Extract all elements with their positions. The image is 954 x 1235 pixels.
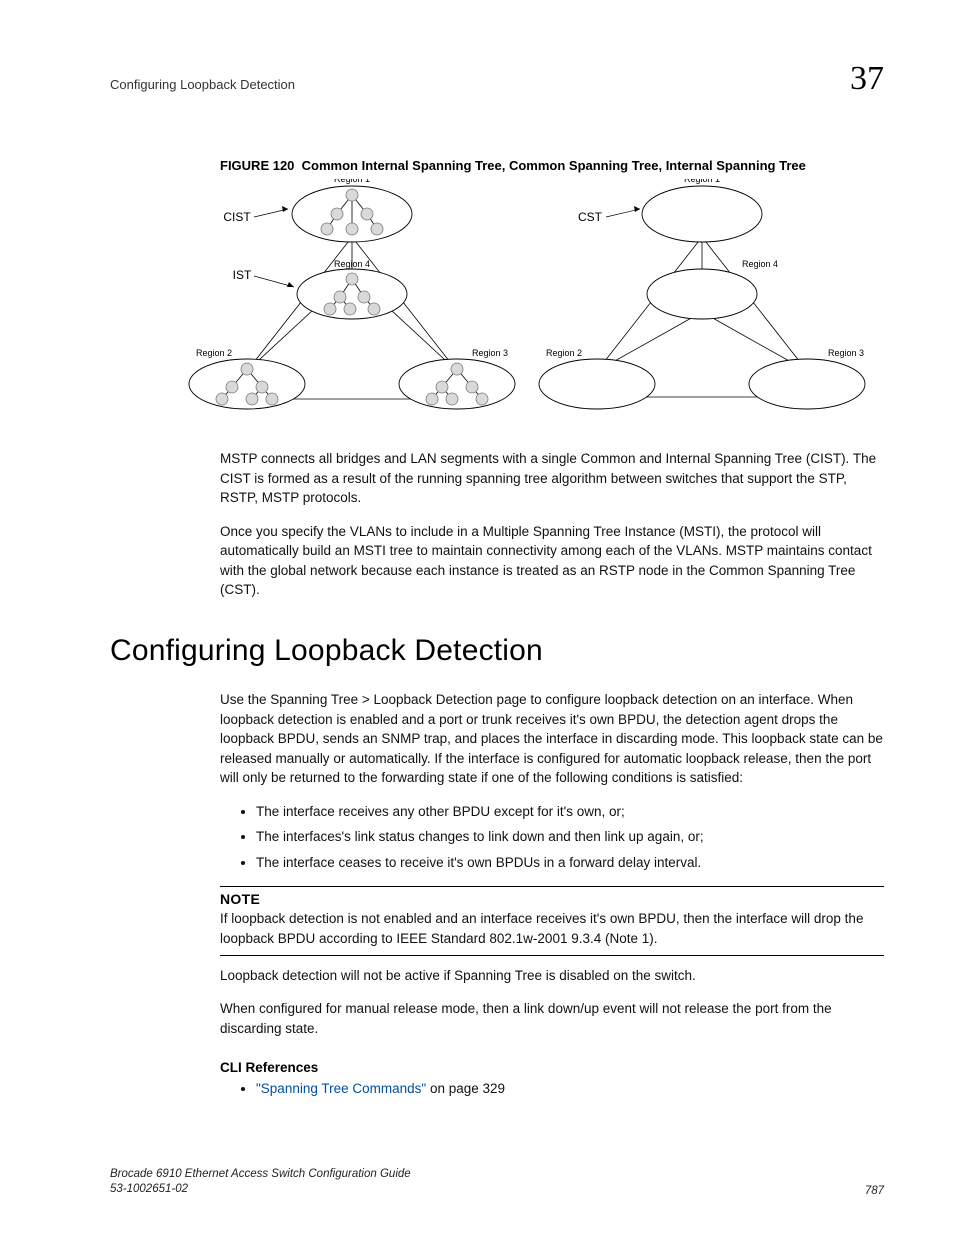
region3-label-r: Region 3	[828, 348, 864, 358]
region2-label-r: Region 2	[546, 348, 582, 358]
list-item: The interfaces's link status changes to …	[256, 827, 884, 847]
figure-diagram: Region 1 Region 4 Region 2	[170, 179, 884, 429]
spanning-tree-commands-link[interactable]: "Spanning Tree Commands"	[256, 1081, 426, 1096]
note-rule-top	[220, 886, 884, 887]
cli-references-list: "Spanning Tree Commands" on page 329	[220, 1079, 884, 1099]
condition-list: The interface receives any other BPDU ex…	[220, 802, 884, 873]
running-title: Configuring Loopback Detection	[110, 77, 295, 92]
footer-doc-number: 53-1002651-02	[110, 1182, 411, 1197]
mstp-para2: Once you specify the VLANs to include in…	[220, 522, 884, 600]
after-note-1: Loopback detection will not be active if…	[220, 966, 884, 986]
list-item: The interface ceases to receive it's own…	[256, 853, 884, 873]
note-rule-bottom	[220, 955, 884, 956]
list-item: "Spanning Tree Commands" on page 329	[256, 1079, 884, 1099]
mstp-para1: MSTP connects all bridges and LAN segmen…	[220, 449, 884, 508]
cist-label: CIST	[223, 210, 251, 224]
cst-diagram: Region 1 Region 4 Region 2 Region 3 CST	[532, 179, 872, 429]
footer-book-title: Brocade 6910 Ethernet Access Switch Conf…	[110, 1167, 411, 1182]
ist-label: IST	[233, 268, 252, 282]
figure-title: Common Internal Spanning Tree, Common Sp…	[302, 158, 806, 173]
region1-label-r: Region 1	[684, 179, 720, 184]
figure-label: FIGURE 120	[220, 158, 294, 173]
cist-diagram: Region 1 Region 4 Region 2	[182, 179, 522, 429]
region4-label: Region 4	[334, 259, 370, 269]
footer-page-number: 787	[865, 1185, 884, 1197]
region3-label: Region 3	[472, 348, 508, 358]
figure-caption: FIGURE 120 Common Internal Spanning Tree…	[220, 158, 884, 173]
page-header: Configuring Loopback Detection 37	[110, 60, 884, 98]
cst-label: CST	[578, 210, 603, 224]
after-note-2: When configured for manual release mode,…	[220, 999, 884, 1038]
list-item: The interface receives any other BPDU ex…	[256, 802, 884, 822]
region1-label: Region 1	[334, 179, 370, 184]
section-intro: Use the Spanning Tree > Loopback Detecti…	[220, 690, 884, 788]
region2-label: Region 2	[196, 348, 232, 358]
section-heading: Configuring Loopback Detection	[110, 634, 884, 668]
page-footer: Brocade 6910 Ethernet Access Switch Conf…	[110, 1167, 884, 1197]
region4-label-r: Region 4	[742, 259, 778, 269]
cli-references-heading: CLI References	[220, 1060, 884, 1075]
note-label: NOTE	[220, 891, 884, 907]
link-suffix: on page 329	[426, 1081, 505, 1096]
note-body: If loopback detection is not enabled and…	[220, 909, 884, 948]
chapter-number: 37	[850, 60, 884, 98]
